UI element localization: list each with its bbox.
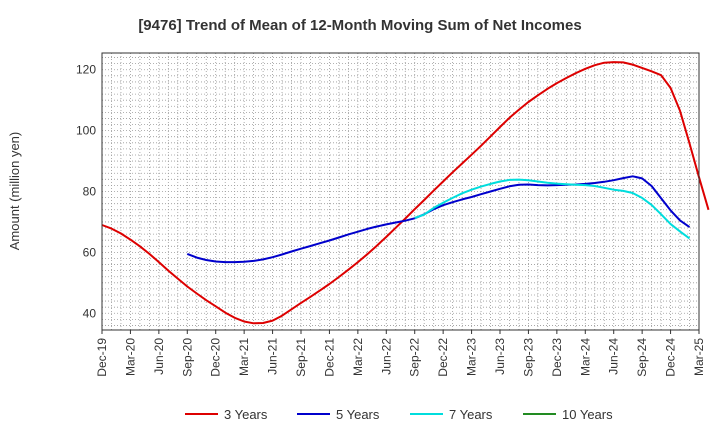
series-line-3 (414, 178, 691, 240)
legend-label: 7 Years (449, 407, 493, 422)
plot-frame (101, 52, 700, 331)
x-tick-label: Sep-23 (521, 338, 535, 377)
x-tick-label: Jun-23 (493, 338, 507, 375)
x-tick-label: Mar-21 (237, 338, 251, 376)
legend-label: 10 Years (562, 407, 613, 422)
y-tick-labels: 40 60 80 100 120 (76, 63, 96, 321)
x-tick-label: Mar-20 (123, 338, 137, 376)
legend-label: 3 Years (224, 407, 268, 422)
y-tick-label: 100 (76, 124, 96, 138)
x-tick-label: Jun-22 (379, 338, 393, 375)
x-tick-label: Dec-19 (95, 338, 109, 377)
legend-label: 5 Years (336, 407, 380, 422)
legend: 3 Years 5 Years 7 Years 10 Years (185, 407, 613, 422)
series-lines (101, 61, 710, 325)
x-tick-label: Jun-24 (607, 338, 621, 375)
x-tick-labels: Dec-19 Mar-20 Jun-20 Sep-20 Dec-20 Mar-21 Jun-… (95, 330, 706, 377)
chart-title: [9476] Trend of Mean of 12-Month Moving … (138, 17, 581, 34)
x-tick-label: Mar-23 (465, 338, 479, 376)
x-tick-label: Jun-21 (266, 338, 280, 375)
x-tick-label: Sep-20 (180, 338, 194, 377)
x-tick-label: Dec-21 (322, 338, 336, 377)
x-tick-label: Dec-20 (209, 338, 223, 377)
x-tick-label: Sep-21 (294, 338, 308, 377)
x-tick-label: Jun-20 (152, 338, 166, 375)
x-tick-label: Mar-22 (351, 338, 365, 376)
x-tick-label: Dec-22 (436, 338, 450, 377)
y-tick-label: 40 (83, 306, 97, 320)
x-tick-label: Dec-24 (664, 338, 678, 377)
x-tick-label: Sep-24 (635, 338, 649, 377)
x-tick-label: Sep-22 (408, 338, 422, 377)
series-line-2 (186, 175, 691, 264)
y-tick-label: 120 (76, 63, 96, 77)
x-tick-label: Mar-24 (578, 338, 592, 376)
series-line-1 (101, 61, 710, 325)
y-tick-label: 60 (83, 245, 97, 259)
y-tick-label: 80 (83, 185, 97, 199)
y-axis-label: Amount (million yen) (7, 132, 22, 251)
x-tick-label: Dec-23 (550, 338, 564, 377)
x-tick-label: Mar-25 (692, 338, 706, 376)
